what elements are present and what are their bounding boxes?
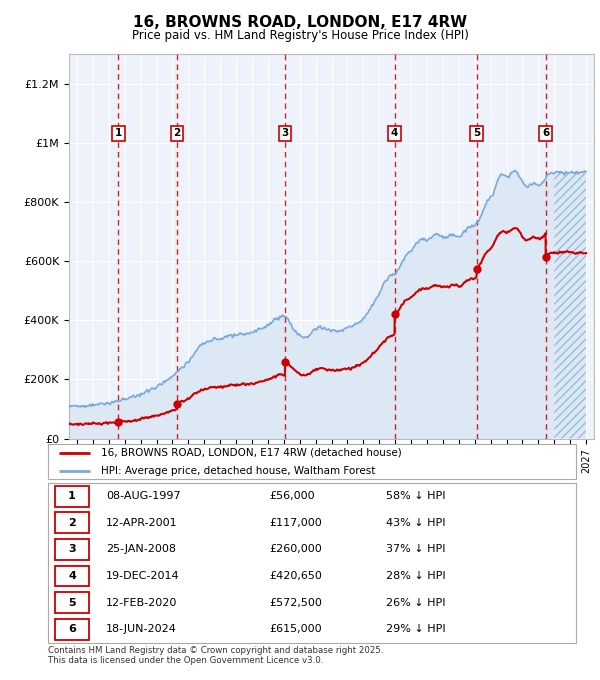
Text: 2: 2: [68, 517, 76, 528]
Text: 08-AUG-1997: 08-AUG-1997: [106, 491, 181, 501]
Text: 5: 5: [68, 598, 76, 608]
Text: 43% ↓ HPI: 43% ↓ HPI: [386, 517, 445, 528]
Text: £260,000: £260,000: [270, 545, 323, 554]
FancyBboxPatch shape: [55, 619, 89, 640]
Text: Price paid vs. HM Land Registry's House Price Index (HPI): Price paid vs. HM Land Registry's House …: [131, 29, 469, 42]
Text: £615,000: £615,000: [270, 624, 322, 634]
Text: 19-DEC-2014: 19-DEC-2014: [106, 571, 180, 581]
Text: 1: 1: [68, 491, 76, 501]
FancyBboxPatch shape: [48, 483, 576, 643]
FancyBboxPatch shape: [55, 539, 89, 560]
FancyBboxPatch shape: [55, 592, 89, 613]
FancyBboxPatch shape: [55, 512, 89, 533]
Text: 25-JAN-2008: 25-JAN-2008: [106, 545, 176, 554]
Text: 3: 3: [281, 128, 289, 138]
Text: 12-FEB-2020: 12-FEB-2020: [106, 598, 178, 608]
Text: 16, BROWNS ROAD, LONDON, E17 4RW: 16, BROWNS ROAD, LONDON, E17 4RW: [133, 15, 467, 30]
Text: 1: 1: [115, 128, 122, 138]
Text: 26% ↓ HPI: 26% ↓ HPI: [386, 598, 445, 608]
FancyBboxPatch shape: [48, 444, 576, 479]
Text: 4: 4: [68, 571, 76, 581]
Text: Contains HM Land Registry data © Crown copyright and database right 2025.
This d: Contains HM Land Registry data © Crown c…: [48, 646, 383, 666]
Text: £117,000: £117,000: [270, 517, 323, 528]
Text: 3: 3: [68, 545, 76, 554]
Text: 28% ↓ HPI: 28% ↓ HPI: [386, 571, 446, 581]
Text: 2: 2: [173, 128, 181, 138]
Text: 58% ↓ HPI: 58% ↓ HPI: [386, 491, 445, 501]
Text: HPI: Average price, detached house, Waltham Forest: HPI: Average price, detached house, Walt…: [101, 466, 375, 475]
Text: £572,500: £572,500: [270, 598, 323, 608]
Text: 6: 6: [68, 624, 76, 634]
Text: 29% ↓ HPI: 29% ↓ HPI: [386, 624, 446, 634]
Text: 4: 4: [391, 128, 398, 138]
Text: 5: 5: [473, 128, 480, 138]
Text: 37% ↓ HPI: 37% ↓ HPI: [386, 545, 445, 554]
FancyBboxPatch shape: [55, 486, 89, 507]
Text: 16, BROWNS ROAD, LONDON, E17 4RW (detached house): 16, BROWNS ROAD, LONDON, E17 4RW (detach…: [101, 448, 401, 458]
FancyBboxPatch shape: [55, 566, 89, 586]
Text: £56,000: £56,000: [270, 491, 316, 501]
Text: 6: 6: [542, 128, 549, 138]
Text: 12-APR-2001: 12-APR-2001: [106, 517, 178, 528]
Text: £420,650: £420,650: [270, 571, 323, 581]
Text: 18-JUN-2024: 18-JUN-2024: [106, 624, 177, 634]
